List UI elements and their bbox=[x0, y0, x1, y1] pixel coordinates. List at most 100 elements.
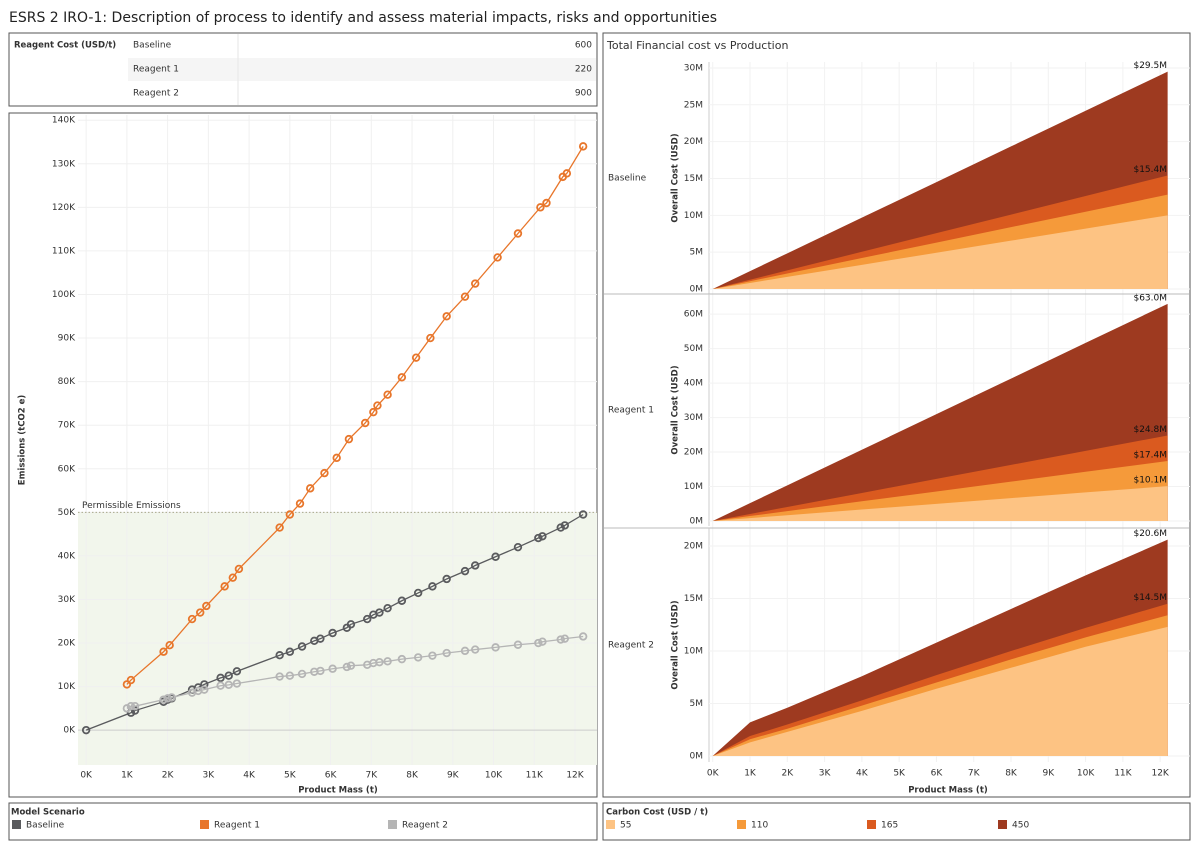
scatter-box bbox=[8, 112, 598, 798]
point bbox=[81, 725, 91, 735]
point bbox=[167, 693, 176, 702]
legend-swatch bbox=[998, 820, 1007, 829]
legend-label: Reagent 2 bbox=[402, 821, 448, 831]
y-tick-label: 30M bbox=[684, 413, 703, 423]
y-tick-label: 130K bbox=[52, 159, 76, 169]
point bbox=[513, 640, 523, 649]
point bbox=[413, 653, 423, 662]
x-axis-label: Product Mass (t) bbox=[908, 786, 988, 796]
x-tick-label: 7K bbox=[365, 771, 378, 781]
point bbox=[316, 666, 325, 676]
x-tick-label: 3K bbox=[819, 769, 832, 779]
y-tick-label: 0M bbox=[690, 752, 704, 762]
y-axis-label: Overall Cost (USD) bbox=[671, 600, 681, 689]
point bbox=[232, 679, 242, 688]
point bbox=[275, 672, 284, 681]
point bbox=[130, 701, 140, 711]
point bbox=[442, 648, 451, 658]
point bbox=[216, 681, 225, 690]
table-header: Reagent Cost (USD/t) bbox=[14, 41, 116, 51]
point bbox=[361, 418, 370, 428]
point bbox=[411, 353, 421, 362]
point bbox=[491, 643, 500, 652]
table-box bbox=[8, 32, 598, 107]
point bbox=[375, 657, 384, 667]
end-label: $63.0M bbox=[1133, 293, 1167, 303]
x-tick-label: 4K bbox=[856, 769, 869, 779]
x-tick-label: 9K bbox=[447, 771, 460, 781]
point bbox=[126, 701, 136, 711]
y-tick-label: 15M bbox=[684, 174, 703, 184]
point bbox=[346, 620, 356, 629]
legend-label: 55 bbox=[620, 821, 631, 831]
y-tick-label: 100K bbox=[52, 290, 76, 300]
point bbox=[578, 510, 588, 519]
point bbox=[397, 373, 407, 382]
point bbox=[560, 521, 570, 530]
x-tick-label: 9K bbox=[1042, 769, 1055, 779]
x-tick-label: 10K bbox=[485, 771, 503, 781]
legend-swatch bbox=[12, 820, 21, 829]
point bbox=[228, 573, 238, 582]
y-tick-label: 20M bbox=[684, 448, 703, 458]
x-tick-label: 5K bbox=[893, 769, 906, 779]
cost-box bbox=[602, 32, 1191, 798]
y-tick-label: 5M bbox=[690, 248, 704, 258]
point bbox=[297, 669, 307, 679]
row-value: 600 bbox=[575, 41, 592, 51]
y-tick-label: 60M bbox=[684, 310, 703, 320]
row-band bbox=[128, 58, 596, 81]
y-axis-label: Emissions (tCO2 e) bbox=[18, 395, 28, 486]
point bbox=[200, 680, 209, 689]
point bbox=[428, 582, 437, 591]
legend-label: 450 bbox=[1012, 821, 1029, 831]
point bbox=[542, 198, 551, 208]
point bbox=[130, 706, 140, 715]
point bbox=[470, 561, 480, 570]
cost-area bbox=[712, 215, 1168, 289]
point bbox=[556, 523, 565, 532]
point bbox=[275, 523, 284, 532]
cost-title: Total Financial cost vs Production bbox=[606, 39, 788, 52]
point bbox=[460, 566, 470, 576]
point bbox=[373, 401, 382, 410]
y-tick-label: 10M bbox=[684, 482, 703, 492]
x-tick-label: 1K bbox=[744, 769, 757, 779]
end-label: $17.4M bbox=[1133, 450, 1167, 460]
point bbox=[413, 588, 423, 598]
row-label: Reagent 2 bbox=[133, 89, 179, 99]
y-tick-label: 70K bbox=[58, 421, 76, 431]
end-label: $29.5M bbox=[1133, 61, 1167, 71]
y-tick-label: 40K bbox=[58, 551, 76, 561]
point bbox=[470, 279, 480, 288]
y-tick-label: 0M bbox=[690, 516, 704, 526]
point bbox=[426, 333, 435, 343]
x-tick-label: 4K bbox=[243, 771, 256, 781]
y-tick-label: 50K bbox=[58, 508, 76, 518]
point bbox=[285, 647, 295, 656]
point bbox=[578, 142, 588, 151]
point bbox=[375, 608, 384, 617]
point bbox=[491, 552, 500, 561]
point bbox=[344, 434, 354, 444]
point bbox=[165, 640, 174, 650]
point bbox=[297, 642, 307, 651]
threshold-label: Permissible Emissions bbox=[82, 501, 181, 511]
point bbox=[383, 657, 392, 666]
legend-swatch bbox=[388, 820, 397, 829]
end-label: $20.6M bbox=[1133, 529, 1167, 539]
x-tick-label: 12K bbox=[566, 771, 584, 781]
y-tick-label: 30M bbox=[684, 63, 703, 73]
x-tick-label: 2K bbox=[162, 771, 175, 781]
legend-swatch bbox=[606, 820, 615, 829]
point bbox=[383, 390, 392, 399]
row-value: 900 bbox=[575, 89, 592, 99]
point bbox=[342, 662, 352, 672]
y-tick-label: 90K bbox=[58, 334, 76, 344]
point bbox=[493, 253, 502, 262]
point bbox=[328, 664, 337, 673]
point bbox=[320, 468, 329, 478]
x-tick-label: 2K bbox=[781, 769, 794, 779]
point bbox=[534, 533, 543, 543]
